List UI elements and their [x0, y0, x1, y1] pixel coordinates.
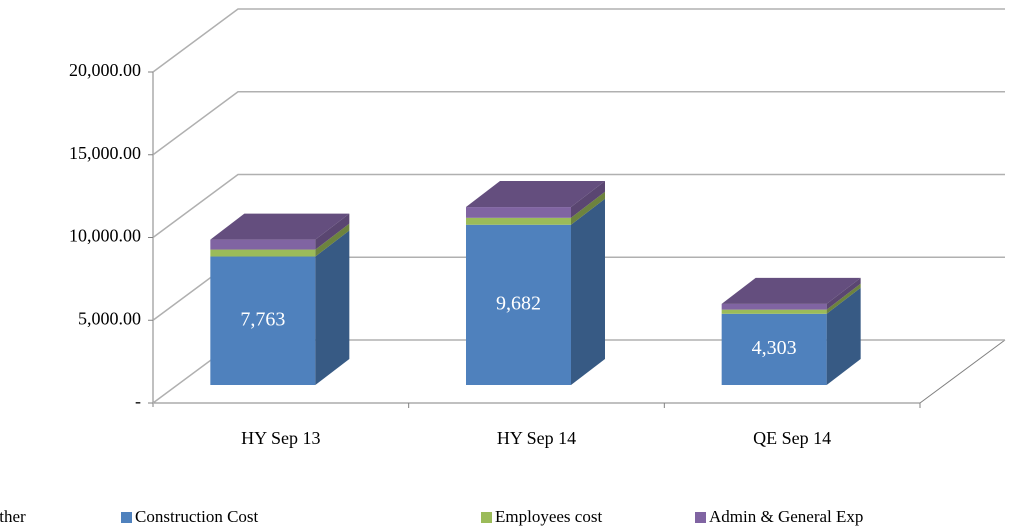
bar-segment [466, 207, 571, 218]
bar-segment [210, 249, 316, 257]
y-tick-label: 20,000.00 [69, 60, 141, 80]
y-tick-label: 15,000.00 [69, 143, 141, 163]
grid-line [152, 91, 1005, 156]
legend-label: Construction Cost [135, 507, 259, 526]
data-label: 7,763 [240, 308, 285, 330]
x-tick-label: HY Sep 13 [241, 428, 320, 448]
bar-side [826, 287, 861, 385]
legend-label: Admin & General Exp [709, 507, 863, 526]
legend-label: Employees cost [495, 507, 602, 526]
legend-label: Other [0, 507, 26, 526]
bar-side [315, 213, 350, 250]
bar-segment [466, 224, 571, 385]
legend-marker [481, 512, 492, 523]
bar-segment [466, 217, 571, 225]
bar-side [571, 191, 605, 225]
x-tick-label: HY Sep 14 [497, 428, 576, 448]
grid-line [152, 8, 1005, 73]
bar-side [315, 230, 350, 385]
y-tick-label: 5,000.00 [78, 308, 141, 328]
bar-side [571, 198, 605, 385]
legend-marker [121, 512, 132, 523]
data-label: 4,303 [752, 337, 797, 359]
bar-top [466, 181, 605, 208]
axis-line [919, 339, 1006, 404]
bar-top [210, 213, 350, 240]
legend-marker [695, 512, 706, 523]
bar-segment [210, 256, 316, 385]
grid-line [152, 173, 1005, 239]
bar-segment [721, 309, 827, 314]
bar-top [721, 277, 861, 304]
data-label: 9,682 [496, 292, 541, 314]
bar-segment [210, 239, 316, 250]
bar-side [315, 223, 350, 257]
y-tick-label: - [135, 391, 141, 411]
x-tick-label: QE Sep 14 [753, 428, 831, 448]
bar-segment [721, 313, 827, 385]
bar-side [826, 277, 861, 310]
bar-side [571, 181, 605, 218]
bar-segment [721, 303, 827, 310]
y-tick-label: 10,000.00 [69, 226, 141, 246]
bar-side [826, 283, 861, 314]
